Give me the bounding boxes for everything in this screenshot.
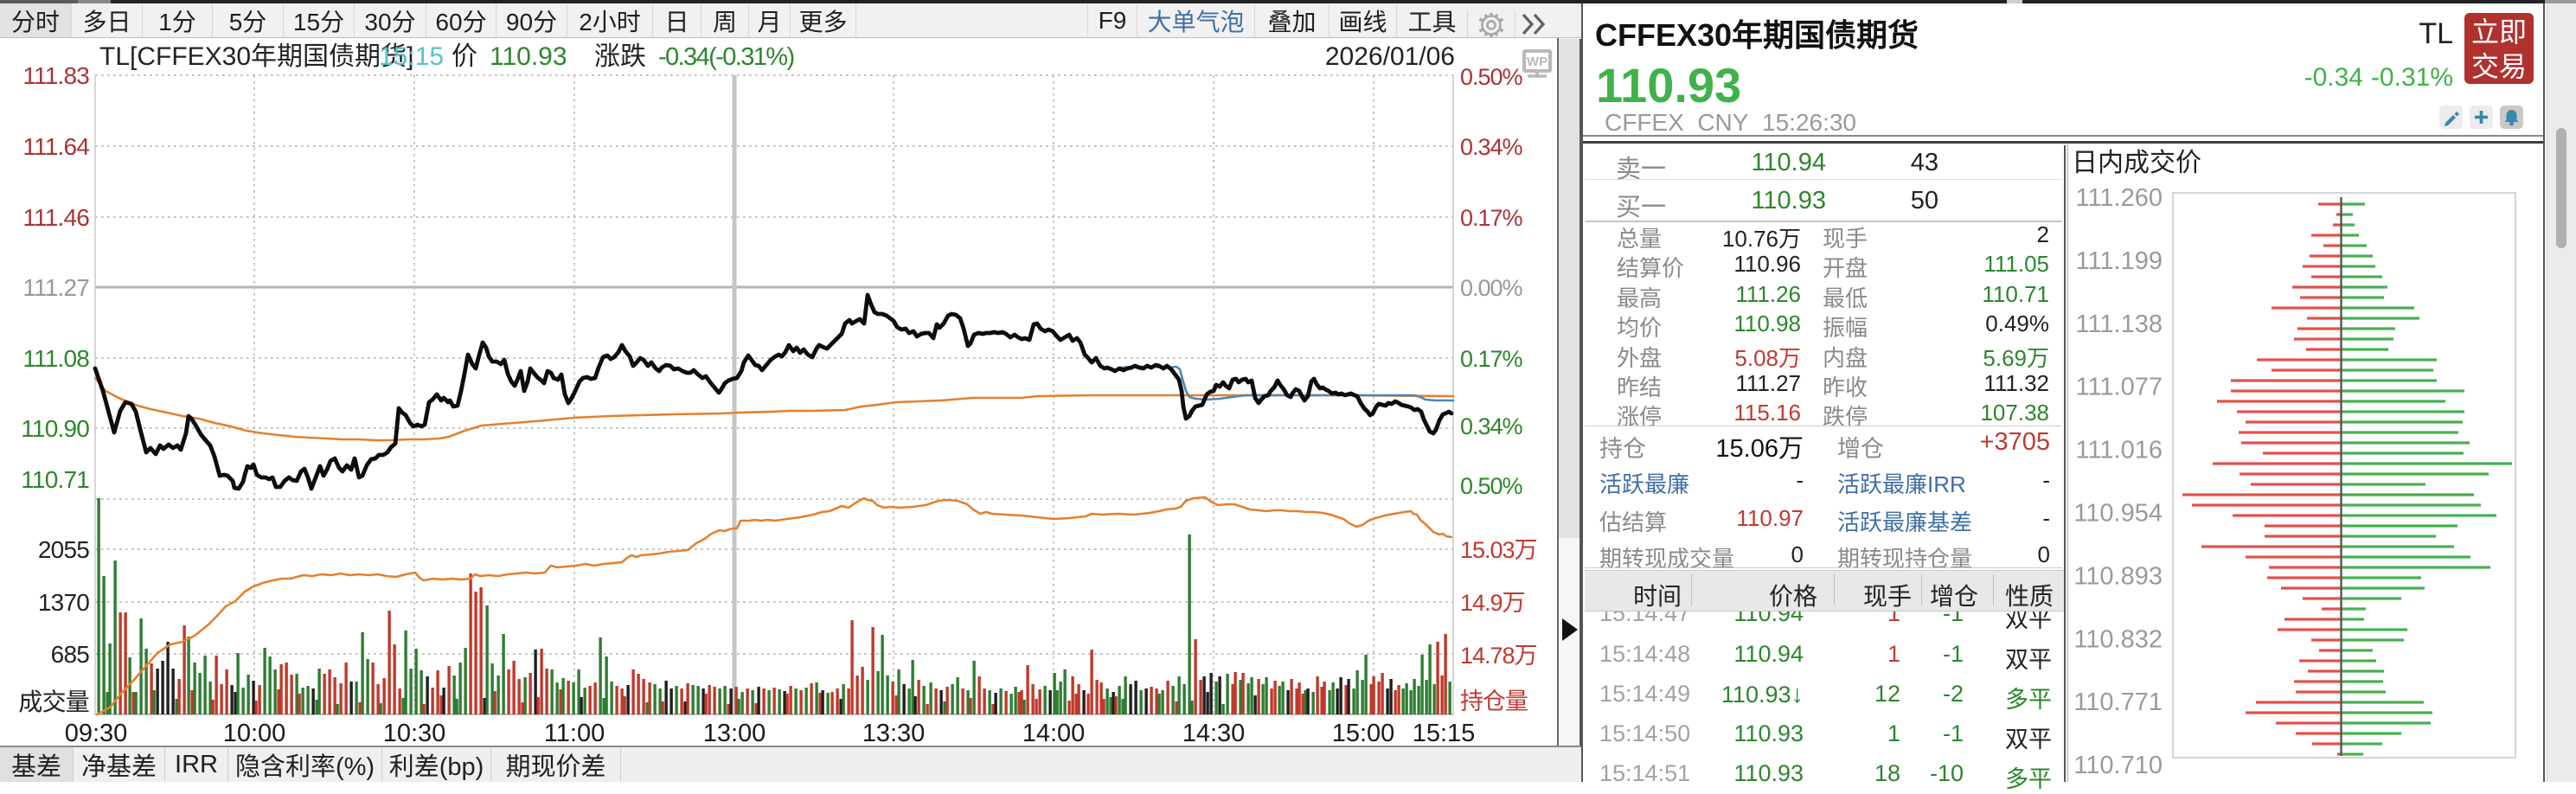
svg-text:0.50%: 0.50% (1460, 64, 1523, 90)
svg-text:111.077: 111.077 (2075, 374, 2163, 401)
svg-text:-0.34(-0.31%): -0.34(-0.31%) (658, 43, 794, 71)
svg-text:涨跌: 涨跌 (594, 42, 646, 71)
svg-text:WP: WP (1527, 54, 1548, 69)
svg-text:成交量: 成交量 (18, 688, 89, 715)
svg-text:0.17%: 0.17% (1460, 346, 1523, 372)
svg-text:110.710: 110.710 (2073, 752, 2163, 779)
svg-text:15.03万: 15.03万 (1460, 537, 1537, 563)
svg-text:111.138: 111.138 (2075, 311, 2163, 338)
svg-text:10:00: 10:00 (223, 720, 286, 747)
svg-text:110.71: 110.71 (21, 466, 89, 493)
svg-text:14:00: 14:00 (1022, 720, 1086, 747)
svg-text:13:30: 13:30 (862, 720, 926, 747)
svg-text:111.83: 111.83 (22, 62, 89, 89)
svg-text:14:30: 14:30 (1182, 720, 1246, 747)
svg-text:110.832: 110.832 (2073, 625, 2163, 653)
svg-text:110.893: 110.893 (2073, 562, 2163, 590)
svg-text:0.50%: 0.50% (1460, 473, 1523, 499)
svg-text:111.016: 111.016 (2075, 437, 2163, 464)
svg-text:1370: 1370 (38, 589, 89, 616)
svg-text:09:30: 09:30 (65, 720, 128, 747)
svg-text:0.34%: 0.34% (1460, 413, 1523, 439)
svg-text:15:15: 15:15 (379, 42, 444, 71)
svg-text:持仓量: 持仓量 (1460, 688, 1528, 714)
svg-text:0.34%: 0.34% (1460, 134, 1523, 160)
svg-text:111.260: 111.260 (2075, 184, 2163, 212)
svg-text:111.46: 111.46 (22, 204, 89, 231)
svg-text:15:15: 15:15 (1413, 720, 1476, 747)
svg-text:10:30: 10:30 (383, 720, 446, 747)
svg-text:0.17%: 0.17% (1460, 205, 1523, 231)
svg-text:110.93: 110.93 (490, 42, 567, 71)
svg-text:685: 685 (51, 641, 90, 668)
svg-text:2026/01/06: 2026/01/06 (1325, 42, 1455, 71)
svg-text:日内成交价: 日内成交价 (2072, 149, 2201, 177)
svg-text:110.90: 110.90 (21, 415, 89, 442)
svg-text:2055: 2055 (38, 536, 89, 563)
svg-text:14.78万: 14.78万 (1460, 643, 1537, 669)
svg-text:110.954: 110.954 (2073, 500, 2163, 528)
svg-text:13:00: 13:00 (703, 720, 766, 747)
svg-text:111.64: 111.64 (22, 133, 89, 160)
svg-text:111.27: 111.27 (22, 274, 89, 301)
svg-text:0.00%: 0.00% (1460, 275, 1523, 301)
svg-text:14.9万: 14.9万 (1460, 590, 1525, 616)
svg-text:15:00: 15:00 (1332, 720, 1395, 747)
svg-text:111.08: 111.08 (22, 345, 89, 372)
svg-text:111.199: 111.199 (2075, 247, 2163, 275)
svg-text:110.771: 110.771 (2073, 688, 2163, 716)
svg-text:价: 价 (452, 42, 477, 71)
svg-text:11:00: 11:00 (544, 720, 605, 747)
svg-text:TL[CFFEX30年期国债期货]: TL[CFFEX30年期国债期货] (99, 42, 413, 71)
